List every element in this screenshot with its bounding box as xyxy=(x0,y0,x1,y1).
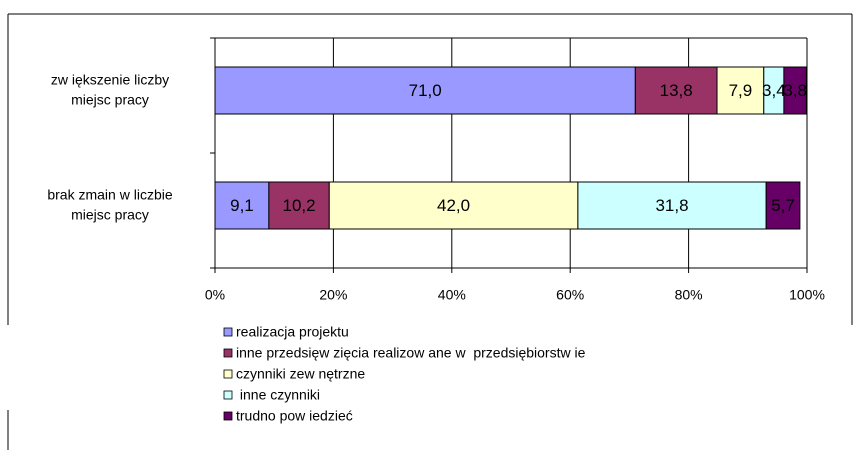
legend-label: inne przedsięw zięcia realizow ane w prz… xyxy=(236,345,586,361)
value-label: 13,8 xyxy=(660,81,693,100)
bar-segment xyxy=(214,66,636,115)
x-tick-label: 100% xyxy=(789,287,825,303)
bar-segment xyxy=(577,181,767,230)
value-label: 71,0 xyxy=(409,81,442,100)
value-label: 10,2 xyxy=(283,196,316,215)
x-tick-label: 60% xyxy=(556,287,584,303)
bar-segment xyxy=(634,66,718,115)
value-label: 7,9 xyxy=(729,81,753,100)
x-tick-label: 20% xyxy=(319,287,347,303)
bar-segment xyxy=(268,181,330,230)
legend-label: trudno pow iedzieć xyxy=(236,408,353,424)
bar-segment xyxy=(783,66,807,115)
bar-segment xyxy=(765,181,801,230)
value-label: 3,8 xyxy=(783,81,807,100)
legend-label: realizacja projektu xyxy=(236,324,349,340)
bar-segment xyxy=(716,66,765,115)
legend-label: inne czynniki xyxy=(236,387,320,403)
value-label: 31,8 xyxy=(655,196,688,215)
legend-swatch xyxy=(223,369,233,379)
y-tick-label: zw iększenie liczby miejsc pracy xyxy=(51,71,169,107)
x-tick-label: 0% xyxy=(205,287,225,303)
legend-swatch xyxy=(223,390,233,400)
bar-segment xyxy=(214,181,270,230)
x-tick-label: 40% xyxy=(438,287,466,303)
legend-swatch xyxy=(223,411,233,421)
legend-swatch xyxy=(223,327,233,337)
legend-swatch xyxy=(223,348,233,358)
legend-label: czynniki zew nętrzne xyxy=(236,366,365,382)
value-label: 9,1 xyxy=(230,196,254,215)
bar-segment xyxy=(328,181,579,230)
y-tick-label: brak zmain w liczbie miejsc pracy xyxy=(47,186,172,222)
x-tick-label: 80% xyxy=(675,287,703,303)
value-label: 42,0 xyxy=(437,196,470,215)
value-label: 5,7 xyxy=(771,196,795,215)
value-label: 3,4 xyxy=(762,81,786,100)
